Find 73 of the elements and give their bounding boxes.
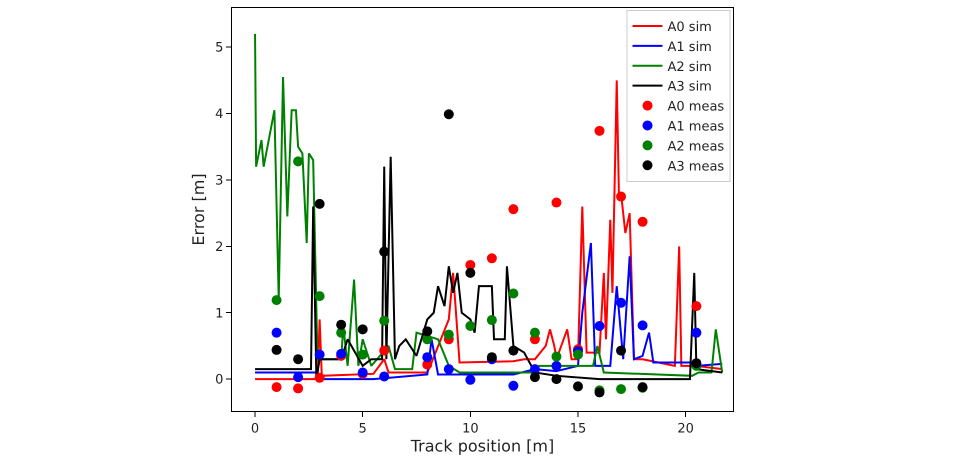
point <box>444 109 454 120</box>
point <box>572 381 583 392</box>
point <box>465 321 476 332</box>
point <box>486 315 497 326</box>
x-tick-label: 20 <box>677 422 694 437</box>
x-axis-title: Track position [m] <box>410 436 554 456</box>
point <box>465 268 476 278</box>
point <box>572 350 583 360</box>
point <box>551 198 562 208</box>
point <box>422 326 432 336</box>
point <box>616 346 626 356</box>
point <box>691 328 702 338</box>
point <box>444 330 454 340</box>
y-tick-label: 2 <box>215 240 224 255</box>
point <box>379 316 390 326</box>
point <box>422 352 432 362</box>
y-tick-label: 0 <box>215 372 224 388</box>
y-tick-label: 4 <box>215 107 224 122</box>
point <box>638 216 648 227</box>
point <box>293 372 304 382</box>
x-tick-label: 10 <box>462 422 479 437</box>
point <box>314 372 325 383</box>
legend-label: A3 sim <box>667 80 712 95</box>
point <box>272 328 282 338</box>
x-tick-label: 15 <box>570 422 586 437</box>
y-tick-label: 1 <box>215 306 224 322</box>
point <box>272 382 282 392</box>
point <box>594 321 605 332</box>
point <box>530 328 540 338</box>
point <box>379 246 390 257</box>
point <box>508 346 518 356</box>
point <box>616 384 626 394</box>
legend-label: A1 sim <box>667 40 712 55</box>
point <box>594 126 605 136</box>
point <box>508 204 518 214</box>
point <box>638 320 648 330</box>
point <box>379 346 390 356</box>
x-tick-label: 0 <box>250 422 260 437</box>
point <box>293 354 304 364</box>
legend-label: A2 meas <box>667 139 724 154</box>
point <box>530 372 540 382</box>
point <box>293 383 304 394</box>
point <box>508 288 518 298</box>
point <box>508 380 518 391</box>
point <box>358 324 368 334</box>
point <box>272 295 282 306</box>
point <box>486 253 497 264</box>
point <box>272 344 282 355</box>
point <box>444 364 454 374</box>
legend-label: A1 meas <box>667 120 724 135</box>
point <box>293 156 304 166</box>
point <box>551 374 562 384</box>
legend-label: A3 meas <box>667 159 724 174</box>
y-tick-label: 5 <box>215 40 224 56</box>
point <box>314 291 325 302</box>
point <box>691 301 702 312</box>
point <box>336 320 346 330</box>
point <box>551 352 562 362</box>
y-tick-label: 3 <box>215 174 224 189</box>
point <box>358 350 368 360</box>
point <box>314 350 325 360</box>
legend-label: A0 sim <box>667 20 712 36</box>
point <box>616 298 626 308</box>
point <box>551 360 562 371</box>
x-tick-label: 5 <box>358 422 367 437</box>
point <box>691 358 702 368</box>
legend-label: A0 meas <box>667 100 724 115</box>
y-axis-title: Error [m] <box>189 173 208 246</box>
point <box>616 192 626 202</box>
legend-label: A2 sim <box>667 60 712 75</box>
point <box>314 198 325 209</box>
point <box>379 371 390 382</box>
point <box>465 374 476 385</box>
